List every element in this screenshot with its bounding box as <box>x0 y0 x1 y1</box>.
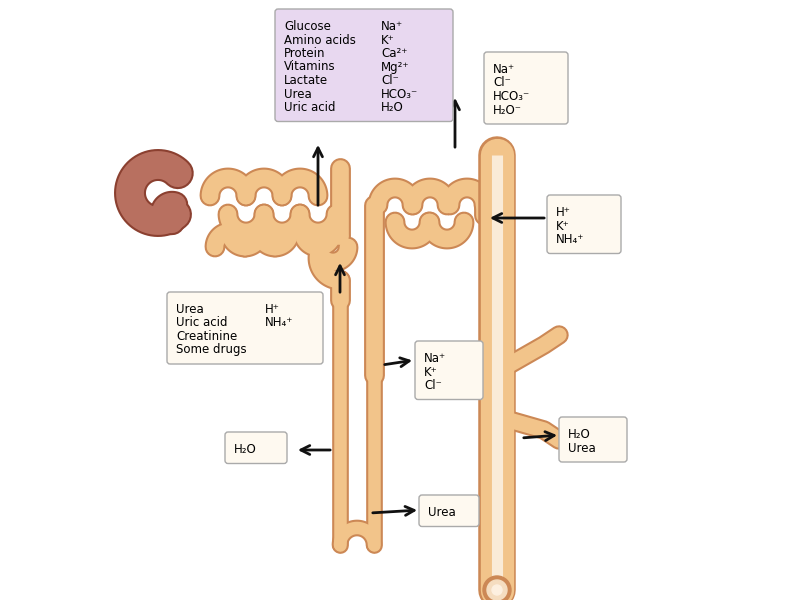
Text: Urea: Urea <box>284 88 312 100</box>
FancyBboxPatch shape <box>484 52 568 124</box>
Text: Some drugs: Some drugs <box>176 343 246 356</box>
Text: Na⁺: Na⁺ <box>493 63 515 76</box>
Text: Uric acid: Uric acid <box>176 317 227 329</box>
Text: Cl⁻: Cl⁻ <box>381 74 399 87</box>
Text: Lactate: Lactate <box>284 74 328 87</box>
Text: K⁺: K⁺ <box>556 220 570 232</box>
Text: Protein: Protein <box>284 47 326 60</box>
Text: Glucose: Glucose <box>284 20 331 33</box>
Text: H₂O: H₂O <box>381 101 404 114</box>
Text: NH₄⁺: NH₄⁺ <box>265 317 294 329</box>
Text: Creatinine: Creatinine <box>176 330 238 343</box>
FancyBboxPatch shape <box>167 292 323 364</box>
Text: Ca²⁺: Ca²⁺ <box>381 47 407 60</box>
Text: Amino acids: Amino acids <box>284 34 356 46</box>
Text: K⁺: K⁺ <box>424 365 438 379</box>
FancyBboxPatch shape <box>559 417 627 462</box>
Text: Cl⁻: Cl⁻ <box>493 76 511 89</box>
Circle shape <box>487 580 507 600</box>
Text: H⁺: H⁺ <box>556 206 571 219</box>
Text: HCO₃⁻: HCO₃⁻ <box>381 88 418 100</box>
Circle shape <box>492 585 502 595</box>
Text: Cl⁻: Cl⁻ <box>424 379 442 392</box>
Text: H₂O⁻: H₂O⁻ <box>493 103 522 116</box>
Circle shape <box>483 576 511 600</box>
FancyBboxPatch shape <box>547 195 621 253</box>
Text: NH₄⁺: NH₄⁺ <box>556 233 584 246</box>
Text: Na⁺: Na⁺ <box>424 352 446 365</box>
Text: Mg²⁺: Mg²⁺ <box>381 61 410 73</box>
Text: H₂O: H₂O <box>234 443 257 456</box>
FancyBboxPatch shape <box>225 432 287 463</box>
Text: Vitamins: Vitamins <box>284 61 336 73</box>
Text: H₂O: H₂O <box>568 428 590 441</box>
FancyBboxPatch shape <box>275 9 453 121</box>
Text: Na⁺: Na⁺ <box>381 20 403 33</box>
Text: Urea: Urea <box>428 506 456 519</box>
Text: HCO₃⁻: HCO₃⁻ <box>493 90 530 103</box>
Text: Uric acid: Uric acid <box>284 101 335 114</box>
FancyBboxPatch shape <box>419 495 479 527</box>
Text: Urea: Urea <box>568 442 596 455</box>
Text: Urea: Urea <box>176 303 204 316</box>
FancyBboxPatch shape <box>415 341 483 400</box>
Text: K⁺: K⁺ <box>381 34 394 46</box>
Text: H⁺: H⁺ <box>265 303 280 316</box>
